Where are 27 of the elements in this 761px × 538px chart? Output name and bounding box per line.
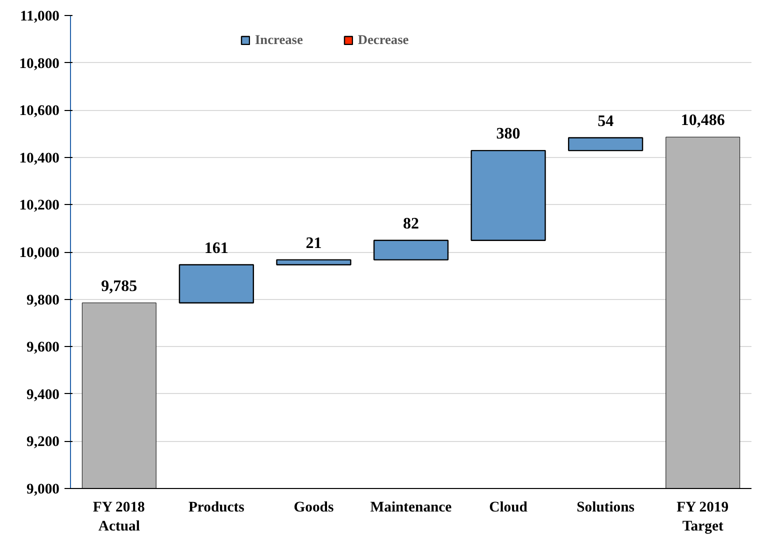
y-tick-label: 9,200 bbox=[26, 434, 60, 450]
y-tick-label: 9,800 bbox=[26, 292, 60, 308]
x-tick-label: Cloud bbox=[489, 500, 528, 516]
y-tick-label: 9,400 bbox=[26, 386, 60, 403]
data-label: 10,486 bbox=[680, 112, 725, 130]
x-tick-label: FY 2018 Actual bbox=[92, 500, 145, 535]
y-tick-label: 9,600 bbox=[26, 340, 60, 356]
data-label: 21 bbox=[306, 234, 322, 252]
y-tick-label: 10,400 bbox=[19, 150, 60, 166]
x-tick-label: Maintenance bbox=[370, 500, 452, 516]
data-label: 54 bbox=[598, 112, 614, 130]
legend-label: Increase bbox=[255, 32, 303, 48]
y-tick-label: 10,000 bbox=[19, 245, 60, 261]
legend-label: Decrease bbox=[358, 32, 409, 48]
data-label: 380 bbox=[496, 126, 520, 143]
data-label: 9,785 bbox=[101, 278, 138, 295]
data-label: 82 bbox=[403, 215, 419, 232]
x-tick-label: Products bbox=[188, 500, 245, 516]
data-label: 161 bbox=[204, 240, 228, 257]
y-tick-label: 9,000 bbox=[26, 482, 60, 498]
x-tick-label: Solutions bbox=[576, 500, 635, 516]
y-tick-label: 11,000 bbox=[20, 8, 60, 24]
x-tick-label: Goods bbox=[294, 500, 334, 516]
y-tick-label: 10,600 bbox=[19, 103, 60, 120]
y-tick-label: 10,200 bbox=[19, 198, 60, 214]
x-tick-label: FY 2019 Target bbox=[676, 500, 729, 535]
y-tick-label: 10,800 bbox=[19, 56, 60, 72]
